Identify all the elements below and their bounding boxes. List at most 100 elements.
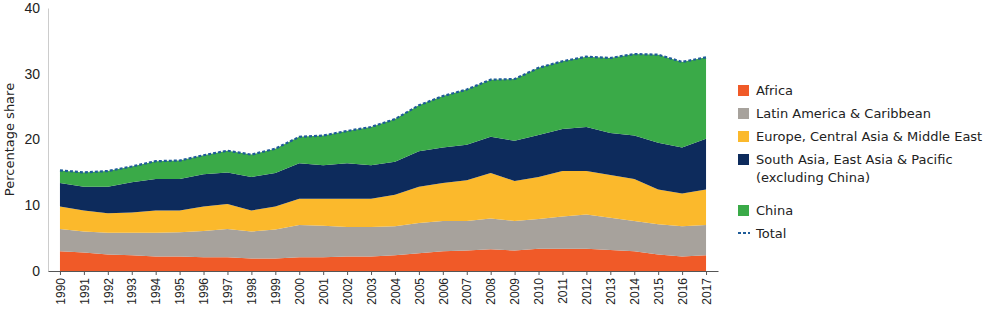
legend-label: Africa	[756, 83, 793, 98]
legend-item: Latin America & Caribbean	[738, 106, 931, 121]
x-tick-label: 2001	[317, 278, 331, 305]
x-tick-label: 2000	[293, 278, 307, 305]
x-tick-mark	[84, 271, 85, 275]
x-tick-mark	[586, 271, 587, 275]
x-tick: 2015	[652, 271, 666, 305]
x-tick-label: 2003	[365, 278, 379, 305]
x-tick-label: 2015	[652, 278, 666, 305]
x-tick-mark	[251, 271, 252, 275]
x-tick: 1990	[54, 271, 68, 305]
x-tick-mark	[467, 271, 468, 275]
legend-label: China	[756, 203, 793, 218]
x-tick-mark	[634, 271, 635, 275]
x-tick-label: 2011	[556, 278, 570, 304]
x-tick-label: 2006	[437, 278, 451, 305]
x-tick: 1992	[102, 271, 116, 305]
x-tick-mark	[204, 271, 205, 275]
x-axis: 1990 1991 1992 1993 1994 1995 1996 1997 1998 1999…	[49, 271, 719, 305]
x-tick-mark	[132, 271, 133, 275]
legend-swatch	[738, 232, 750, 234]
marks	[60, 54, 706, 271]
x-tick-mark	[610, 271, 611, 275]
x-tick-mark	[60, 271, 61, 275]
legend-swatch	[738, 108, 749, 119]
y-tick: 30	[24, 66, 48, 82]
y-tick-label: 0	[32, 263, 40, 279]
y-tick-label: 40	[24, 0, 40, 16]
x-tick: 2014	[628, 271, 642, 305]
y-tick: 0	[32, 263, 48, 279]
x-tick-mark	[682, 271, 683, 275]
x-axis-line	[49, 271, 719, 272]
x-tick-label: 1998	[245, 278, 259, 305]
x-tick-mark	[371, 271, 372, 275]
x-tick-mark	[395, 271, 396, 275]
x-tick-label: 1999	[269, 278, 283, 305]
x-tick: 2001	[317, 271, 331, 305]
x-tick-label: 1995	[173, 278, 187, 305]
plot: 0102030401990199119921993199419951996199…	[24, 0, 718, 305]
x-tick-label: 2002	[341, 278, 355, 305]
x-tick: 2013	[604, 271, 618, 305]
x-tick-mark	[299, 271, 300, 275]
y-tick: 10	[24, 197, 48, 213]
x-tick-mark	[227, 271, 228, 275]
legend-label: South Asia, East Asia & Pacific(excludin…	[756, 152, 953, 185]
x-tick-mark	[443, 271, 444, 275]
x-tick: 1995	[173, 271, 187, 305]
legend-item: Total	[738, 226, 786, 241]
legend: AfricaLatin America & CaribbeanEurope, C…	[738, 83, 982, 241]
legend-item: South Asia, East Asia & Pacific(excludin…	[738, 152, 953, 185]
x-tick: 1993	[125, 271, 139, 305]
x-tick: 1991	[78, 271, 92, 305]
x-tick-label: 1990	[54, 278, 68, 305]
x-tick-mark	[515, 271, 516, 275]
legend-swatch	[738, 131, 749, 142]
x-tick-mark	[706, 271, 707, 275]
x-tick-label: 1992	[102, 278, 116, 305]
x-tick-label: 1993	[125, 278, 139, 305]
y-axis: 010203040	[24, 0, 48, 279]
x-tick-mark	[491, 271, 492, 275]
x-tick-label: 2016	[676, 278, 690, 305]
y-tick: 40	[24, 0, 48, 16]
x-tick-mark	[347, 271, 348, 275]
x-tick-mark	[180, 271, 181, 275]
x-tick: 2002	[341, 271, 355, 305]
y-tick-label: 30	[24, 66, 40, 82]
x-tick-mark	[539, 271, 540, 275]
x-tick-label: 2007	[460, 278, 474, 305]
x-tick: 2004	[389, 271, 403, 305]
x-tick: 1998	[245, 271, 259, 305]
x-tick: 2007	[460, 271, 474, 305]
x-tick-mark	[562, 271, 563, 275]
x-tick-label: 1994	[149, 278, 163, 305]
x-tick-label: 1997	[221, 278, 235, 305]
x-tick: 2006	[437, 271, 451, 305]
x-tick: 1999	[269, 271, 283, 305]
x-tick: 2011	[556, 271, 570, 304]
x-tick-label: 1991	[78, 278, 92, 305]
legend-item: Africa	[738, 83, 793, 98]
x-tick: 2005	[413, 271, 427, 305]
legend-item: China	[738, 203, 793, 218]
y-tick-label: 10	[24, 197, 40, 213]
x-tick: 2008	[484, 271, 498, 305]
x-tick-label: 2008	[484, 278, 498, 305]
y-axis-title: Percentage share	[2, 83, 17, 196]
area	[60, 54, 706, 187]
x-tick: 2000	[293, 271, 307, 305]
x-tick-mark	[323, 271, 324, 275]
x-tick-label: 2004	[389, 278, 403, 305]
x-tick: 2003	[365, 271, 379, 305]
x-tick-label: 2013	[604, 278, 618, 305]
x-tick-label: 2012	[580, 278, 594, 305]
x-tick: 2010	[532, 271, 546, 305]
legend-swatch	[738, 154, 749, 165]
x-tick-mark	[275, 271, 276, 275]
x-tick: 1997	[221, 271, 235, 305]
legend-label: Total	[755, 226, 786, 241]
x-tick: 1996	[197, 271, 211, 305]
x-tick-mark	[419, 271, 420, 275]
x-tick: 1994	[149, 271, 163, 305]
